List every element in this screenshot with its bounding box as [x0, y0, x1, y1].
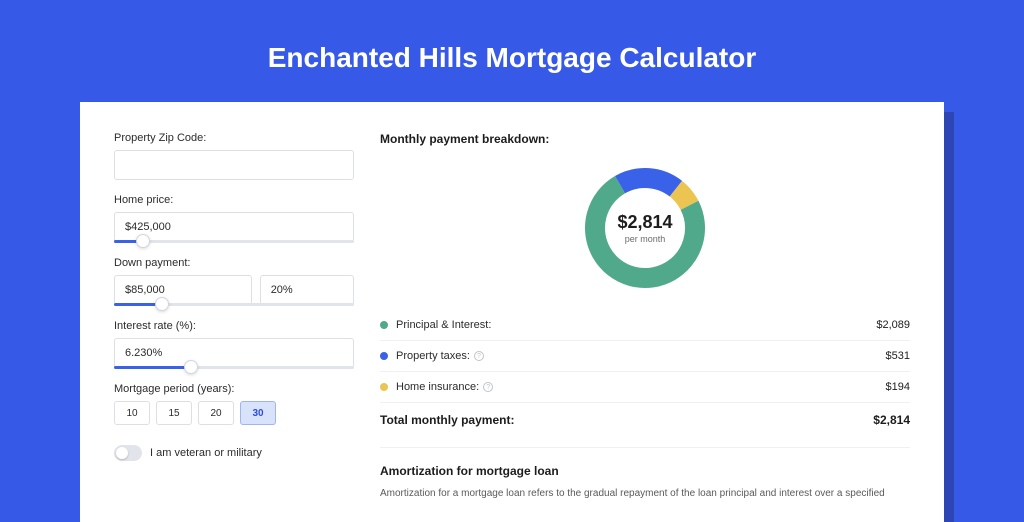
period-field-group: Mortgage period (years): 10152030 [114, 383, 354, 425]
info-icon[interactable]: ? [474, 351, 484, 361]
legend-row: Principal & Interest:$2,089 [380, 310, 910, 341]
down-payment-slider[interactable] [114, 303, 354, 306]
period-button-20[interactable]: 20 [198, 401, 234, 425]
period-button-30[interactable]: 30 [240, 401, 276, 425]
period-button-15[interactable]: 15 [156, 401, 192, 425]
legend-dot [380, 383, 388, 391]
legend-value: $194 [886, 381, 910, 393]
amortization-heading: Amortization for mortgage loan [380, 447, 910, 478]
period-label: Mortgage period (years): [114, 383, 354, 395]
interest-slider[interactable] [114, 366, 354, 369]
interest-slider-thumb[interactable] [184, 360, 198, 374]
donut-center: $2,814 per month [581, 164, 709, 292]
legend-dot [380, 352, 388, 360]
veteran-toggle[interactable] [114, 445, 142, 461]
info-icon[interactable]: ? [483, 382, 493, 392]
breakdown-title: Monthly payment breakdown: [380, 132, 910, 146]
home-price-slider[interactable] [114, 240, 354, 243]
down-payment-pct-input[interactable] [260, 275, 354, 305]
down-payment-field-group: Down payment: [114, 257, 354, 306]
veteran-row: I am veteran or military [114, 445, 354, 461]
interest-input[interactable] [114, 338, 354, 368]
zip-input[interactable] [114, 150, 354, 180]
interest-field-group: Interest rate (%): [114, 320, 354, 369]
interest-label: Interest rate (%): [114, 320, 354, 332]
down-payment-slider-thumb[interactable] [155, 297, 169, 311]
page-title: Enchanted Hills Mortgage Calculator [0, 0, 1024, 102]
breakdown-column: Monthly payment breakdown: $2,814 per mo… [380, 132, 910, 492]
home-price-label: Home price: [114, 194, 354, 206]
legend-label: Property taxes:? [396, 350, 886, 362]
zip-label: Property Zip Code: [114, 132, 354, 144]
calculator-card: Property Zip Code: Home price: Down paym… [80, 102, 944, 522]
down-payment-input[interactable] [114, 275, 252, 305]
legend: Principal & Interest:$2,089Property taxe… [380, 310, 910, 402]
legend-value: $2,089 [876, 319, 910, 331]
total-value: $2,814 [873, 413, 910, 427]
legend-row: Home insurance:?$194 [380, 372, 910, 402]
donut-amount: $2,814 [617, 212, 672, 233]
form-column: Property Zip Code: Home price: Down paym… [114, 132, 354, 492]
legend-label: Principal & Interest: [396, 319, 876, 331]
total-row: Total monthly payment: $2,814 [380, 402, 910, 441]
period-button-10[interactable]: 10 [114, 401, 150, 425]
down-payment-label: Down payment: [114, 257, 354, 269]
donut-chart-wrap: $2,814 per month [380, 156, 910, 310]
home-price-slider-thumb[interactable] [136, 234, 150, 248]
legend-label: Home insurance:? [396, 381, 886, 393]
legend-dot [380, 321, 388, 329]
veteran-label: I am veteran or military [150, 447, 262, 459]
total-label: Total monthly payment: [380, 413, 873, 427]
home-price-input[interactable] [114, 212, 354, 242]
donut-chart: $2,814 per month [581, 164, 709, 292]
legend-value: $531 [886, 350, 910, 362]
amortization-body: Amortization for a mortgage loan refers … [380, 486, 910, 501]
zip-field-group: Property Zip Code: [114, 132, 354, 180]
home-price-field-group: Home price: [114, 194, 354, 243]
legend-row: Property taxes:?$531 [380, 341, 910, 372]
period-button-group: 10152030 [114, 401, 354, 425]
donut-sub: per month [625, 234, 666, 244]
